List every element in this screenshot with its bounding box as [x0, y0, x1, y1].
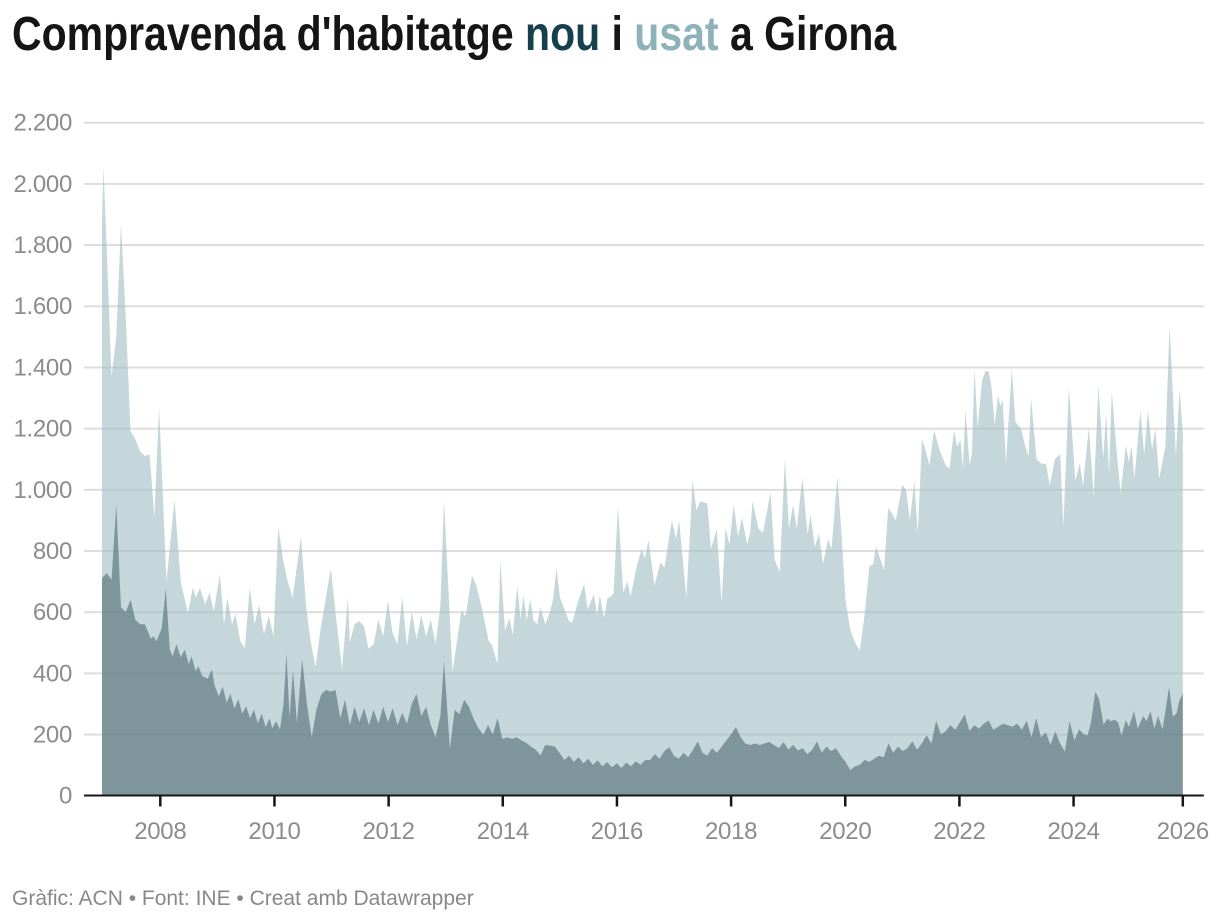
svg-text:2012: 2012	[362, 818, 414, 845]
svg-text:1.800: 1.800	[13, 232, 72, 259]
svg-text:1.400: 1.400	[13, 354, 72, 381]
svg-text:200: 200	[33, 722, 72, 749]
svg-text:600: 600	[33, 599, 72, 626]
svg-text:2016: 2016	[591, 818, 643, 845]
svg-text:2020: 2020	[819, 818, 871, 845]
svg-text:400: 400	[33, 660, 72, 687]
svg-text:2022: 2022	[933, 818, 985, 845]
svg-text:Gràfic: ACN • Font: INE • Crea: Gràfic: ACN • Font: INE • Creat amb Data…	[12, 887, 474, 910]
svg-text:1.000: 1.000	[13, 477, 72, 504]
svg-text:2014: 2014	[477, 818, 529, 845]
svg-text:2.000: 2.000	[13, 171, 72, 198]
svg-text:0: 0	[59, 783, 72, 810]
svg-text:2.200: 2.200	[13, 110, 72, 137]
svg-text:2026: 2026	[1157, 818, 1209, 845]
svg-text:2024: 2024	[1047, 818, 1099, 845]
svg-text:800: 800	[33, 538, 72, 565]
svg-text:1.600: 1.600	[13, 293, 72, 320]
svg-text:1.200: 1.200	[13, 416, 72, 443]
svg-text:2018: 2018	[705, 818, 757, 845]
svg-text:Compravenda d'habitatge nou i: Compravenda d'habitatge nou i usat a Gir…	[12, 8, 897, 61]
svg-text:2008: 2008	[134, 818, 186, 845]
svg-text:2010: 2010	[248, 818, 300, 845]
